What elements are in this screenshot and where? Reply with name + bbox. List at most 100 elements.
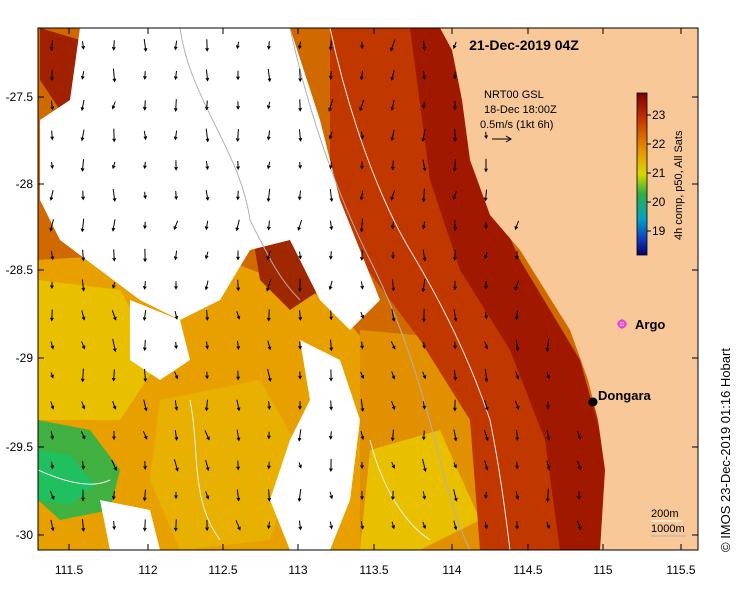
current-vector-arrow	[546, 401, 550, 410]
current-vector-arrow	[80, 159, 85, 172]
current-vector-arrow	[360, 311, 364, 319]
dongara-marker[interactable]	[588, 397, 598, 407]
current-vector-arrow	[236, 41, 240, 50]
current-vector-arrow	[236, 399, 241, 412]
current-vectors	[49, 39, 582, 532]
current-vector-arrow	[297, 429, 302, 442]
longitude-tick-label: 113.5	[359, 563, 388, 577]
current-vector-arrow	[111, 310, 117, 321]
cloud-gap-west	[130, 300, 190, 380]
current-vector-arrow	[452, 190, 457, 200]
current-vector-arrow	[360, 341, 364, 350]
current-vector-arrow	[174, 400, 179, 411]
current-vector-arrow	[484, 158, 488, 173]
current-vector-arrow	[81, 489, 85, 502]
current-vector-arrow	[236, 429, 241, 442]
current-vector-arrow	[360, 490, 364, 501]
current-vector-arrow	[80, 71, 85, 80]
current-vector-arrow	[421, 221, 426, 230]
current-vector-arrow	[484, 368, 489, 383]
current-vector-arrow	[235, 219, 240, 232]
current-vector-arrow	[298, 68, 303, 83]
current-vector-arrow	[112, 282, 116, 289]
current-vector-arrow	[484, 221, 488, 230]
current-vector-arrow	[266, 188, 271, 203]
current-vector-arrow	[266, 279, 272, 292]
current-vector-arrow	[422, 371, 427, 380]
current-vector-arrow	[453, 309, 458, 322]
longitude-tick-label: 115	[593, 563, 612, 577]
current-vector-arrow	[81, 190, 85, 201]
current-vector-arrow	[390, 99, 395, 111]
current-vector-arrow	[173, 130, 178, 141]
longitude-tick-label: 112.5	[208, 563, 237, 577]
current-vector-arrow	[50, 70, 54, 81]
current-vector-arrow	[142, 281, 147, 290]
current-vector-arrow	[81, 249, 86, 262]
current-vector-arrow	[422, 521, 427, 530]
longitude-axis: 111.5 112 112.5 113 113.5 114 114.5 115 115.5	[55, 28, 696, 577]
isobath-legend-200m: 200m	[651, 508, 679, 520]
sst-zone-yellow-south	[150, 380, 300, 550]
place-label-dongara: Dongara	[598, 388, 652, 403]
current-vector-arrow	[236, 340, 241, 351]
current-vector-arrow	[329, 400, 333, 411]
current-vector-arrow	[50, 100, 55, 111]
current-vector-arrow	[50, 519, 55, 532]
current-vector-arrow	[266, 130, 271, 141]
current-vector-arrow	[298, 251, 302, 260]
current-vector-arrow	[515, 371, 520, 380]
current-vector-arrow	[298, 129, 303, 142]
current-vector-arrow	[236, 160, 240, 171]
current-vector-arrow	[422, 342, 426, 349]
current-vector-arrow	[236, 101, 240, 110]
current-vector-arrow	[298, 462, 302, 469]
current-vector-arrow	[422, 159, 427, 172]
current-vector-arrow	[484, 341, 489, 350]
current-vector-arrow	[81, 401, 86, 410]
current-vector-arrow	[422, 308, 426, 323]
current-vector-arrow	[81, 341, 86, 350]
current-legend-line3: 0.5m/s (1kt 6h)	[480, 119, 553, 131]
current-vector-arrow	[577, 460, 582, 470]
colorbar	[636, 92, 648, 256]
current-vector-arrow	[390, 341, 396, 350]
current-vector-arrow	[453, 100, 457, 111]
current-vector-arrow	[360, 131, 365, 140]
latitude-tick-label: -29.5	[6, 440, 34, 454]
current-vector-arrow	[360, 161, 364, 170]
longitude-tick-label: 114	[442, 563, 461, 577]
current-vector-arrow	[298, 371, 302, 380]
current-vector-arrow	[329, 161, 333, 170]
current-vector-arrow	[298, 161, 302, 170]
longitude-tick-label: 112	[138, 563, 157, 577]
current-vector-arrow	[576, 520, 582, 531]
current-vector-arrow	[174, 371, 179, 380]
current-vector-arrow	[422, 71, 426, 80]
current-vector-arrow	[81, 461, 86, 470]
map-plot-area	[38, 28, 698, 550]
current-vector-arrow	[112, 401, 117, 410]
current-vector-arrow	[235, 520, 241, 531]
current-vector-arrow	[328, 131, 333, 140]
argo-marker[interactable]	[617, 319, 627, 329]
current-vector-arrow	[390, 221, 395, 230]
current-vector-arrow	[111, 219, 116, 232]
current-vector-arrow	[236, 311, 241, 320]
current-vector-arrow	[50, 431, 55, 440]
colorbar-label: 4h comp, p50, All Sats	[673, 130, 685, 240]
current-vector-arrow	[236, 489, 241, 502]
current-vector-arrow	[360, 250, 364, 261]
current-vector-arrow	[143, 130, 148, 141]
current-vector-arrow	[112, 430, 116, 441]
current-vector-arrow	[267, 489, 272, 502]
current-vector-arrow	[235, 128, 240, 143]
current-vector-arrow	[453, 71, 457, 80]
credit-text: © IMOS 23-Dec-2019 01:16 Hobart	[718, 348, 733, 552]
current-vector-arrow	[81, 519, 86, 532]
current-vector-arrow	[298, 278, 302, 293]
current-vector-arrow	[267, 431, 271, 440]
sst-zone-darkred-coastal	[410, 28, 610, 550]
current-vector-arrow	[236, 370, 240, 381]
current-vector-arrow	[391, 461, 395, 469]
